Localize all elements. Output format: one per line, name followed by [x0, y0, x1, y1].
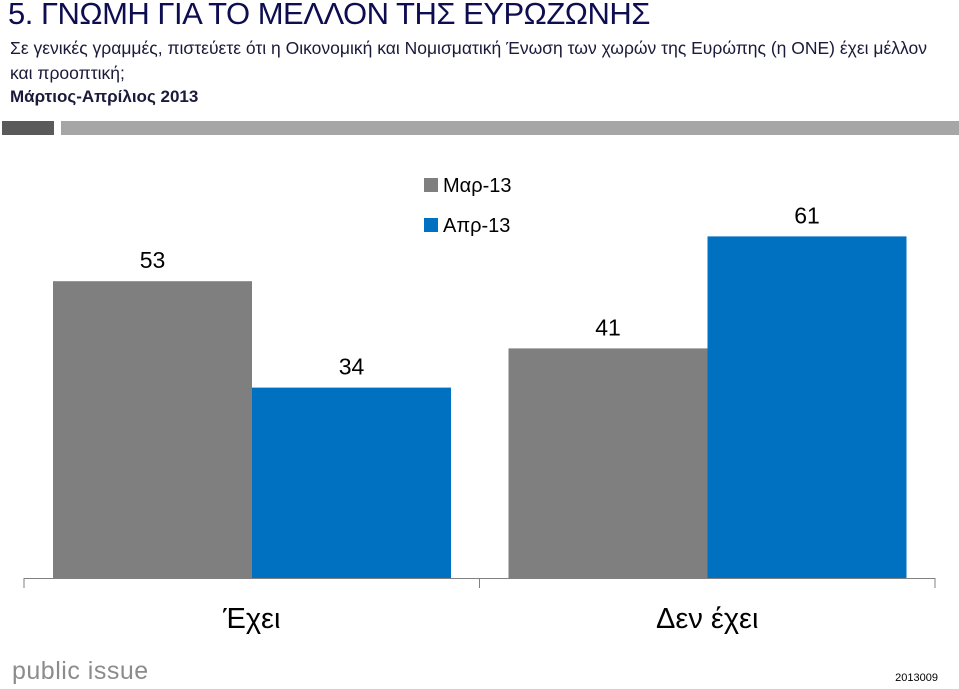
bar-1-2 — [252, 387, 451, 578]
category-label-2: Δεν έχει — [656, 603, 758, 635]
x-axis: Έχει Δεν έχει — [23, 578, 936, 635]
data-label-2-2: 61 — [794, 202, 820, 228]
header-rule-dark — [2, 121, 54, 135]
category-label-1: Έχει — [222, 603, 280, 635]
data-label-1-2: 34 — [339, 354, 365, 380]
page-title: 5. ΓΝΩΜΗ ΓΙΑ ΤΟ ΜΕΛΛΟΝ ΤΗΣ ΕΥΡΩΖΩΝΗΣ — [8, 0, 650, 31]
survey-period: Μάρτιος-Απρίλιος 2013 — [10, 87, 199, 106]
header-rule-light — [61, 121, 959, 135]
bar-2-2 — [707, 236, 907, 578]
data-label-2-1: 41 — [595, 314, 621, 340]
legend: Μαρ-13 Απρ-13 — [424, 175, 512, 237]
legend-swatch-1 — [424, 178, 438, 192]
legend-swatch-2 — [424, 218, 438, 232]
data-label-1-1: 53 — [140, 247, 166, 273]
bar-2-1 — [508, 348, 708, 578]
bars-layer — [53, 236, 907, 578]
survey-code: 2013009 — [895, 672, 938, 684]
data-labels-layer: 53 34 41 61 — [140, 202, 820, 379]
public-issue-logo: public issue — [12, 657, 149, 685]
legend-label-2: Απρ-13 — [443, 215, 510, 237]
survey-question: Σε γενικές γραμμές, πιστεύετε ότι η Οικο… — [10, 38, 928, 83]
bar-1-1 — [53, 281, 252, 578]
legend-label-1: Μαρ-13 — [443, 175, 512, 197]
